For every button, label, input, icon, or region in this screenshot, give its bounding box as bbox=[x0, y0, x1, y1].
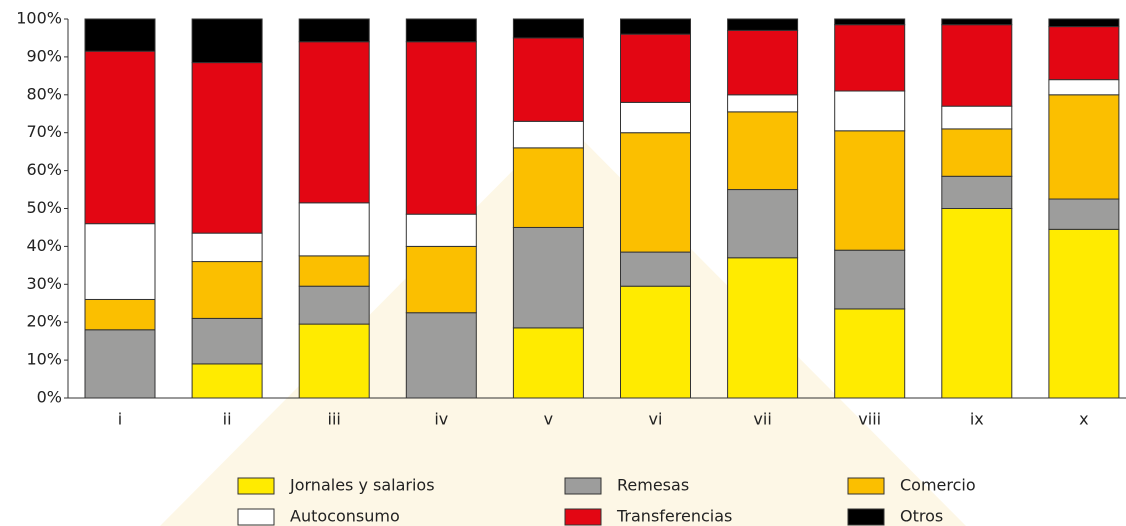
bar-segment bbox=[298, 285, 370, 325]
bar-segment bbox=[298, 18, 370, 43]
x-tick-label: viii bbox=[858, 410, 881, 429]
legend-swatch bbox=[237, 477, 275, 495]
bar-segment bbox=[727, 29, 799, 96]
bar-segment bbox=[941, 175, 1013, 210]
bar-segment bbox=[84, 329, 156, 399]
x-tick-label: ix bbox=[970, 410, 984, 429]
legend-label: Jornales y salarios bbox=[289, 476, 435, 495]
x-tick-label: vi bbox=[649, 410, 663, 429]
x-tick-label: i bbox=[118, 410, 122, 429]
bar-segment bbox=[941, 105, 1013, 130]
bar-segment bbox=[191, 18, 263, 64]
bar-segment bbox=[727, 18, 799, 31]
bar-segment bbox=[298, 255, 370, 287]
bar-segment bbox=[727, 189, 799, 259]
y-tick-label: 70% bbox=[26, 122, 62, 141]
x-tick-label: iv bbox=[434, 410, 448, 429]
bar-segment bbox=[834, 90, 906, 132]
bar-segment bbox=[191, 232, 263, 263]
y-tick-label: 90% bbox=[26, 46, 62, 65]
legend-label: Comercio bbox=[900, 476, 976, 495]
x-tick-label: iii bbox=[328, 410, 341, 429]
y-tick-label: 40% bbox=[26, 236, 62, 255]
bar-segment bbox=[512, 37, 584, 122]
bar-segment bbox=[1048, 18, 1120, 28]
bar-segment bbox=[834, 249, 906, 310]
bar-segment bbox=[84, 50, 156, 225]
bar-segment bbox=[84, 298, 156, 331]
bar-segment bbox=[84, 223, 156, 300]
bar-segment bbox=[1048, 79, 1120, 96]
x-tick-label: x bbox=[1079, 410, 1088, 429]
bar-segment bbox=[727, 94, 799, 113]
bar-segment bbox=[941, 18, 1013, 26]
bar-segment bbox=[512, 327, 584, 399]
bar-segment bbox=[620, 33, 691, 103]
y-tick-label: 100% bbox=[16, 9, 62, 28]
bar-segment bbox=[512, 226, 584, 329]
y-tick-label: 0% bbox=[37, 388, 62, 407]
bar-segment bbox=[84, 18, 156, 52]
bar-segment bbox=[1048, 26, 1120, 81]
bar-segment bbox=[1048, 198, 1120, 230]
legend-label: Autoconsumo bbox=[290, 507, 400, 526]
y-tick-label: 60% bbox=[26, 160, 62, 179]
bar-segment bbox=[620, 18, 691, 35]
bar-segment bbox=[620, 251, 691, 287]
x-tick-label: v bbox=[544, 410, 553, 429]
bar-segment bbox=[1048, 228, 1120, 399]
bar-segment bbox=[405, 213, 477, 247]
x-tick-label: vii bbox=[753, 410, 771, 429]
legend-swatch bbox=[237, 508, 275, 526]
bar-segment bbox=[620, 132, 691, 253]
y-tick-label: 20% bbox=[26, 312, 62, 331]
bar-segment bbox=[405, 41, 477, 215]
bar-segment bbox=[941, 24, 1013, 107]
bar-segment bbox=[1048, 94, 1120, 200]
legend-label: Transferencias bbox=[616, 507, 732, 526]
bar-segment bbox=[727, 111, 799, 191]
legend-swatch bbox=[847, 508, 885, 526]
y-tick-label: 80% bbox=[26, 84, 62, 103]
y-tick-label: 30% bbox=[26, 274, 62, 293]
legend-label: Remesas bbox=[617, 476, 689, 495]
bar-segment bbox=[834, 24, 906, 92]
bar-segment bbox=[512, 120, 584, 149]
legend-label: Otros bbox=[900, 507, 943, 526]
bar-segment bbox=[620, 285, 691, 399]
bar-segment bbox=[512, 147, 584, 228]
bar-segment bbox=[405, 18, 477, 43]
legend-swatch bbox=[564, 477, 602, 495]
bar-segment bbox=[191, 62, 263, 234]
bar-segment bbox=[405, 245, 477, 314]
bar-segment bbox=[834, 130, 906, 251]
bar-segment bbox=[191, 317, 263, 365]
bar-segment bbox=[941, 208, 1013, 399]
legend-swatch bbox=[847, 477, 885, 495]
y-tick-label: 50% bbox=[26, 198, 62, 217]
bar-segment bbox=[191, 363, 263, 399]
bar-segment bbox=[298, 323, 370, 399]
bar-segment bbox=[512, 18, 584, 39]
legend-swatch bbox=[564, 508, 602, 526]
x-tick-label: ii bbox=[223, 410, 232, 429]
bar-segment bbox=[298, 41, 370, 204]
bar-segment bbox=[620, 101, 691, 134]
bar-segment bbox=[727, 257, 799, 399]
bar-segment bbox=[834, 308, 906, 399]
bar-segment bbox=[834, 18, 906, 26]
y-tick-label: 10% bbox=[26, 350, 62, 369]
bar-segment bbox=[405, 312, 477, 399]
bar-segment bbox=[191, 261, 263, 319]
bar-segment bbox=[298, 202, 370, 257]
bar-segment bbox=[941, 128, 1013, 177]
